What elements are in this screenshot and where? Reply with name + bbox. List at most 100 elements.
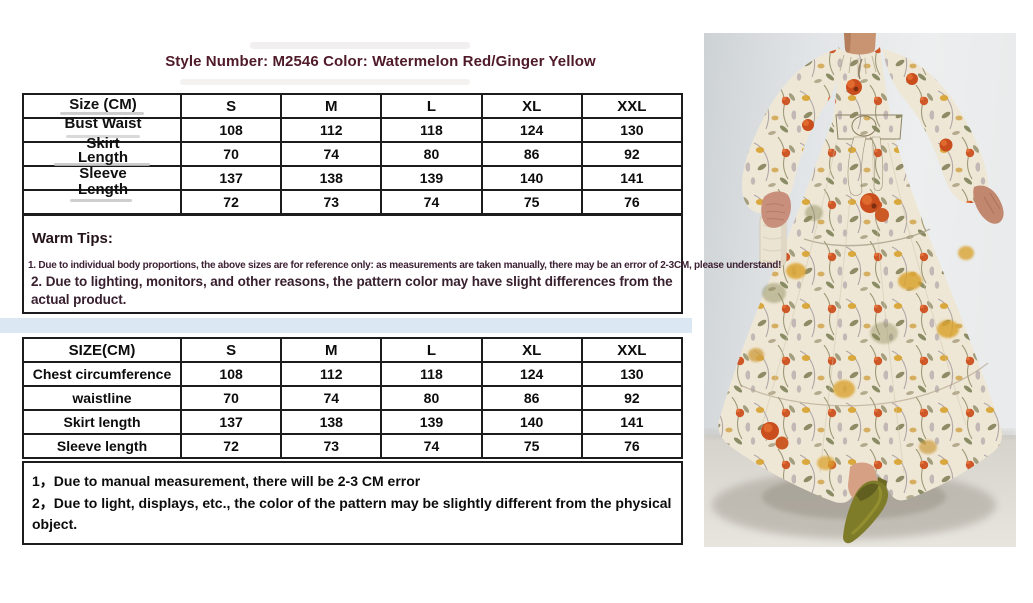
notes-box: 1，Due to manual measurement, there will … bbox=[22, 461, 683, 545]
warm-tips-line-1: 1. Due to individual body proportions, t… bbox=[28, 260, 782, 271]
size-value: 92 bbox=[580, 141, 684, 167]
row-label-cell bbox=[22, 117, 182, 143]
erased-text-artifact bbox=[250, 42, 470, 49]
size-value: 75 bbox=[480, 189, 583, 215]
column-header: XL bbox=[480, 93, 583, 119]
waist-belt bbox=[835, 114, 903, 196]
size-value: 141 bbox=[580, 165, 684, 191]
size-value: 140 bbox=[480, 165, 583, 191]
size-value: 86 bbox=[480, 141, 583, 167]
dress-bodice bbox=[832, 47, 892, 123]
size-table-primary: S M L XL XXL 108 112 118 124 130 70 74 8… bbox=[22, 93, 684, 217]
neckline-gathers bbox=[839, 54, 877, 75]
column-header: S bbox=[179, 93, 283, 119]
warm-tips-box: Warm Tips: 1. Due to individual body pro… bbox=[22, 214, 782, 314]
table1-row-label: Length bbox=[78, 181, 128, 198]
size-value: 70 bbox=[179, 141, 283, 167]
column-header: S bbox=[179, 337, 283, 363]
size-table-primary-grid: S M L XL XXL 108 112 118 124 130 70 74 8… bbox=[22, 93, 684, 215]
corner-label: SIZE(CM) bbox=[22, 337, 182, 363]
size-value: 112 bbox=[280, 117, 383, 143]
size-value: 112 bbox=[280, 361, 383, 387]
column-header: M bbox=[280, 93, 383, 119]
right-hand bbox=[973, 185, 1004, 224]
table1-row-label: Skirt bbox=[86, 135, 120, 152]
flower-accents bbox=[748, 205, 974, 470]
erased-text-smudge bbox=[54, 163, 150, 166]
size-value: 124 bbox=[480, 117, 583, 143]
left-hand bbox=[761, 191, 791, 228]
size-value: 76 bbox=[580, 189, 684, 215]
erased-text-smudge bbox=[66, 135, 140, 138]
table1-corner-label: Size (CM) bbox=[69, 96, 137, 113]
size-value: 124 bbox=[480, 361, 583, 387]
orange-flowers bbox=[761, 73, 953, 450]
row-label: waistline bbox=[22, 385, 182, 411]
neck-tie-string bbox=[858, 58, 863, 80]
row-label: Sleeve length bbox=[22, 433, 182, 459]
foot-and-heel bbox=[843, 462, 888, 544]
warm-tips-heading: Warm Tips: bbox=[32, 230, 113, 247]
size-value: 72 bbox=[179, 433, 283, 459]
row-label: Chest circumference bbox=[22, 361, 182, 387]
size-value: 108 bbox=[179, 117, 283, 143]
column-header: M bbox=[280, 337, 383, 363]
olive-heel-shoe bbox=[843, 480, 888, 544]
size-value: 80 bbox=[380, 141, 483, 167]
page-title: Style Number: M2546 Color: Watermelon Re… bbox=[165, 53, 596, 70]
table1-row-label: Bust Waist bbox=[64, 115, 142, 132]
warm-tips-line-2: 2. Due to lighting, monitors, and other … bbox=[31, 274, 673, 307]
size-value: 74 bbox=[280, 385, 383, 411]
size-value: 75 bbox=[480, 433, 583, 459]
shoe-highlight bbox=[851, 483, 883, 535]
note-line-2: 2，Due to light, displays, etc., the colo… bbox=[32, 495, 672, 532]
size-value: 73 bbox=[280, 189, 383, 215]
product-photo bbox=[704, 33, 1016, 547]
size-value: 138 bbox=[280, 409, 383, 435]
table1-row-label: Sleeve bbox=[79, 165, 127, 182]
column-header: XL bbox=[480, 337, 583, 363]
size-value: 138 bbox=[280, 165, 383, 191]
dress-skirt bbox=[718, 123, 1002, 503]
size-value: 140 bbox=[480, 409, 583, 435]
size-value: 73 bbox=[280, 433, 383, 459]
size-value: 74 bbox=[380, 433, 483, 459]
size-value: 130 bbox=[580, 117, 684, 143]
size-table-secondary: SIZE(CM) S M L XL XXL Chest circumferenc… bbox=[22, 337, 684, 460]
size-value: 130 bbox=[580, 361, 684, 387]
size-value: 86 bbox=[480, 385, 583, 411]
dress-right-sleeve bbox=[882, 49, 989, 203]
column-header: L bbox=[380, 337, 483, 363]
table1-row-label: Length bbox=[78, 149, 128, 166]
column-header: XXL bbox=[580, 337, 684, 363]
column-header: XXL bbox=[580, 93, 684, 119]
size-value: 72 bbox=[179, 189, 283, 215]
size-value: 92 bbox=[580, 385, 684, 411]
dress-left-sleeve bbox=[742, 49, 840, 214]
floral-dress bbox=[718, 47, 1002, 503]
note-line-1: 1，Due to manual measurement, there will … bbox=[32, 473, 421, 489]
size-value: 76 bbox=[580, 433, 684, 459]
size-value: 118 bbox=[380, 361, 483, 387]
product-photo-illustration bbox=[704, 33, 1016, 547]
erased-text-artifact bbox=[180, 79, 470, 85]
row-label: Skirt length bbox=[22, 409, 182, 435]
size-value: 80 bbox=[380, 385, 483, 411]
erased-text-smudge bbox=[70, 199, 132, 202]
size-value: 139 bbox=[380, 165, 483, 191]
size-value: 137 bbox=[179, 409, 283, 435]
size-value: 108 bbox=[179, 361, 283, 387]
skirt-tier-seam bbox=[803, 228, 931, 247]
size-value: 141 bbox=[580, 409, 684, 435]
size-table-secondary-grid: SIZE(CM) S M L XL XXL Chest circumferenc… bbox=[22, 337, 684, 459]
size-value: 137 bbox=[179, 165, 283, 191]
skirt-tier-seam bbox=[739, 362, 989, 407]
erased-text-smudge bbox=[60, 112, 144, 115]
row-label-cell bbox=[22, 165, 182, 191]
row-label-cell bbox=[22, 189, 182, 215]
shoe-opening bbox=[856, 483, 879, 501]
size-value: 118 bbox=[380, 117, 483, 143]
size-value: 74 bbox=[380, 189, 483, 215]
size-value: 70 bbox=[179, 385, 283, 411]
